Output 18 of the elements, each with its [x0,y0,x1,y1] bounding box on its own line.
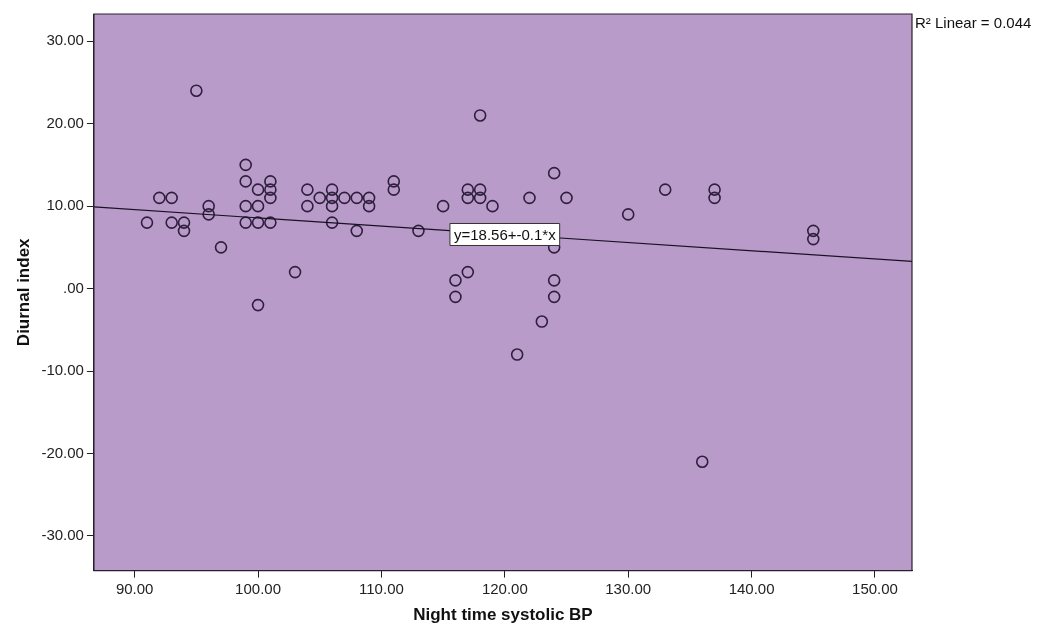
y-tick-label: .00 [63,278,84,296]
x-tick-label: 150.00 [852,579,898,597]
y-axis-title: Diurnal index [13,237,33,347]
x-tick-label: 120.00 [481,579,528,597]
y-tick-label: -20.00 [41,443,84,461]
text: R² Linear = 0.044 [915,14,1032,32]
y-tick-label: -10.00 [41,361,84,379]
annotation: y=18.56+-0.1*x [453,225,557,243]
x-tick-label: 110.00 [359,579,404,597]
y-tick-label: 30.00 [46,31,84,49]
x-axis-title: Night time systolic BP [413,605,593,625]
y-tick-label: -30.00 [41,526,84,544]
x-tick-label: 90.00 [115,579,154,597]
y-tick-label: 20.00 [46,113,84,131]
x-tick-label: 100.00 [235,579,281,597]
x-tick-label: 130.00 [605,579,652,597]
y-tick-label: 10.00 [46,196,84,214]
x-tick-label: 140.00 [728,579,775,597]
